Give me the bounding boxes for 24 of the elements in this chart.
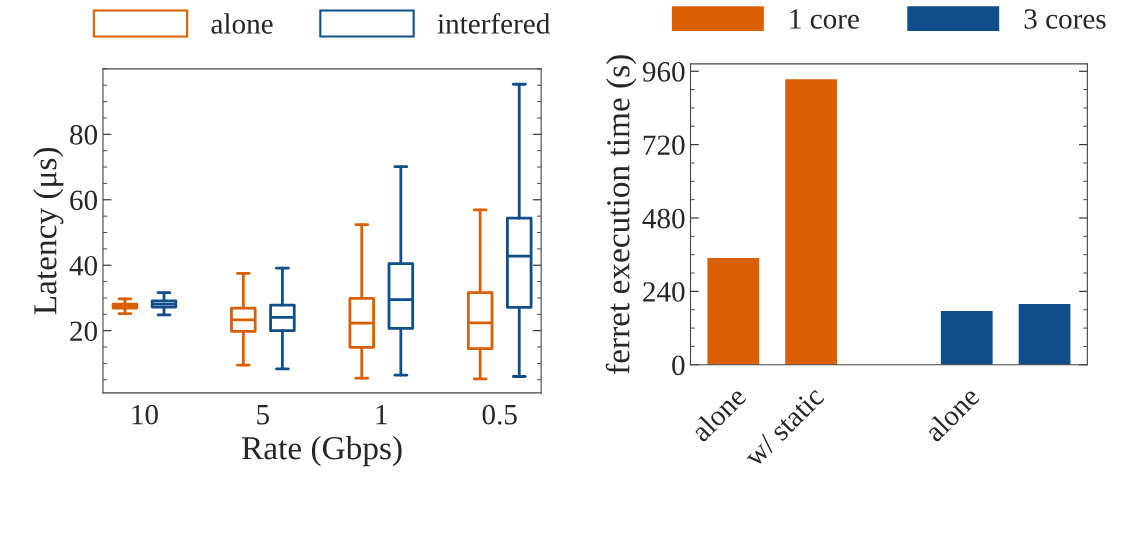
y-tick-label: 720 (643, 135, 685, 156)
legend-label: interfered (437, 12, 550, 34)
y-tick-label: 20 (70, 321, 98, 342)
y-tick-label: 40 (69, 255, 98, 276)
bar (707, 258, 760, 365)
y-tick-label: 80 (70, 125, 98, 145)
x-tick-label: 1 (376, 404, 387, 425)
legend-label: 1 core (790, 9, 859, 29)
x-axis-title: Rate (Gbps) (242, 435, 402, 467)
y-axis-title: ferret execution time (s) (605, 55, 637, 374)
x-tick-label: 5 (257, 405, 270, 425)
y-tick-label: 60 (70, 190, 98, 211)
y-tick-label: 0 (672, 355, 685, 376)
bar (785, 79, 837, 365)
bar (1018, 303, 1071, 365)
y-tick-label: 480 (642, 208, 685, 229)
y-tick-label: 960 (642, 61, 685, 82)
y-axis-title: Latency (μs) (33, 147, 64, 315)
legend-label: alone (211, 13, 273, 34)
legend-label: 3 cores (1024, 9, 1106, 29)
x-tick-label: 0.5 (482, 404, 517, 425)
y-tick-label: 240 (643, 282, 685, 302)
bar (940, 310, 993, 365)
x-tick-label: 10 (132, 404, 158, 425)
